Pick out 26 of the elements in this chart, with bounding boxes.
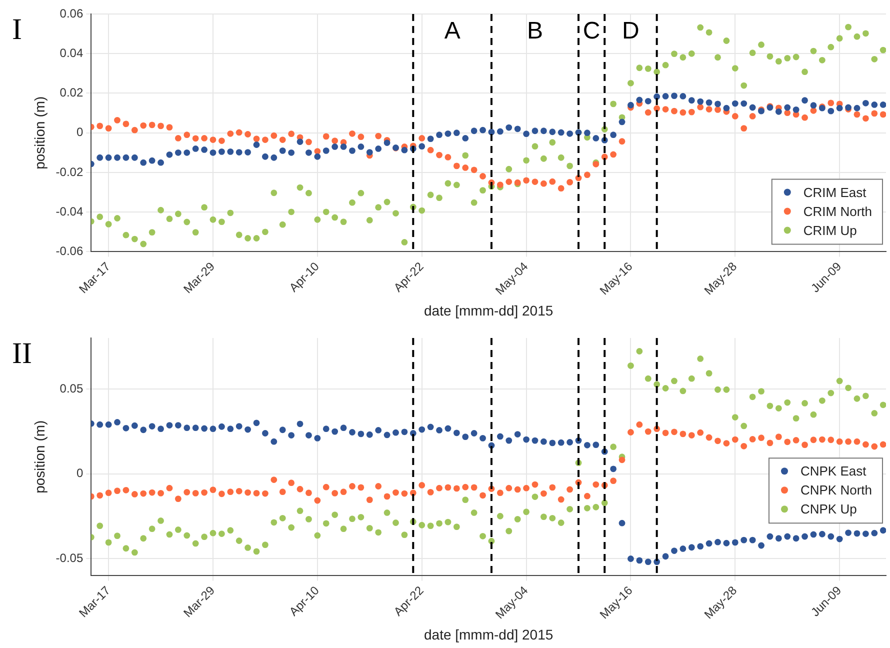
y-tick-label: -0.05 bbox=[56, 551, 84, 566]
y-tick-label: 0.05 bbox=[60, 381, 84, 396]
y-tick-label: 0 bbox=[76, 466, 84, 480]
annotation: C bbox=[582, 18, 600, 45]
chart-title: II bbox=[12, 336, 32, 370]
y-tick-label: -0.02 bbox=[56, 164, 84, 179]
annotation: B bbox=[526, 18, 543, 45]
legend-label: CRIM North bbox=[803, 204, 872, 219]
y-tick-label: 0.02 bbox=[60, 86, 84, 100]
y-tick-label: 0 bbox=[76, 125, 84, 140]
legend-label: CNPK North bbox=[800, 482, 872, 498]
y-axis-title: position (m) bbox=[31, 420, 48, 494]
legend-label: CRIM East bbox=[803, 184, 867, 200]
chart-title: I bbox=[12, 12, 22, 46]
y-tick-label: 0.04 bbox=[60, 46, 84, 60]
y-tick-label: -0.06 bbox=[56, 244, 84, 258]
y-axis-title: position (m) bbox=[31, 96, 48, 170]
x-axis-title: date [mmm-dd] 2015 bbox=[424, 302, 554, 318]
legend-label: CNPK East bbox=[800, 464, 867, 479]
x-axis-title: date [mmm-dd] 2015 bbox=[424, 626, 554, 642]
legend-label: CRIM Up bbox=[803, 222, 857, 238]
legend-label: CNPK Up bbox=[800, 502, 857, 517]
annotation: A bbox=[444, 18, 460, 45]
y-tick-label: 0.06 bbox=[60, 6, 84, 20]
annotation: D bbox=[622, 18, 640, 45]
y-tick-label: -0.04 bbox=[56, 204, 84, 218]
